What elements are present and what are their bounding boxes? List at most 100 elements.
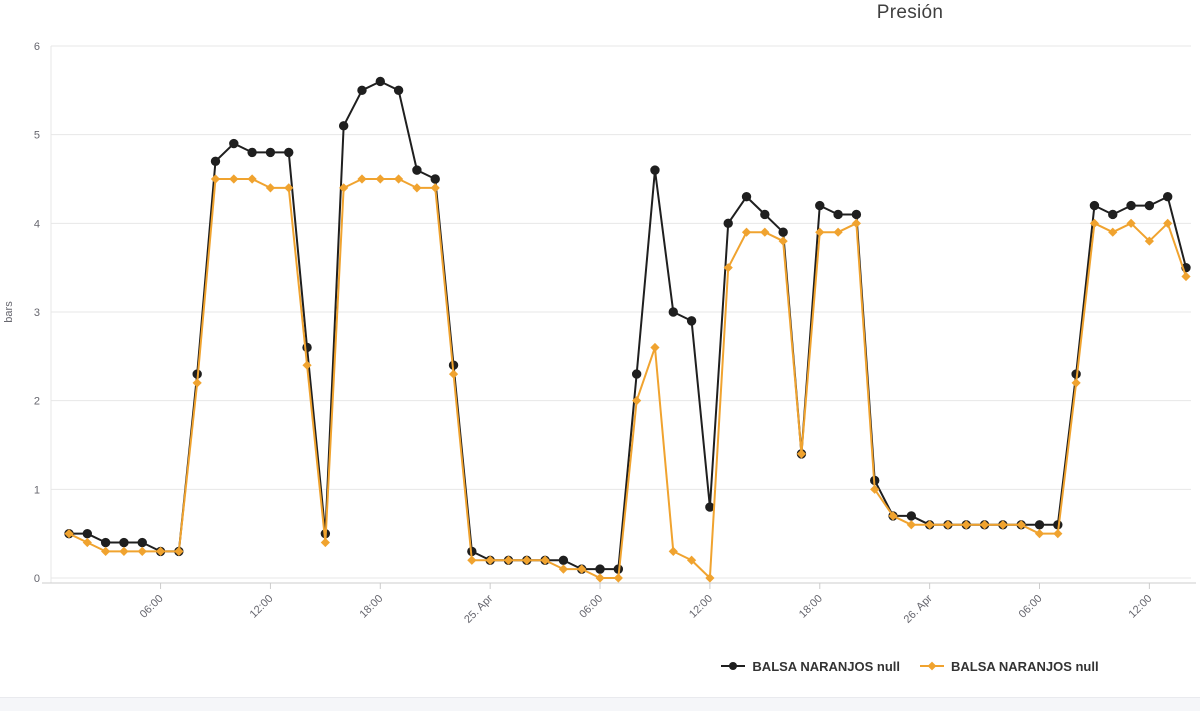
legend-label-series-1: BALSA NARANJOS null: [951, 658, 1099, 674]
y-axis-title: bars: [3, 301, 15, 323]
data-point: [906, 520, 916, 530]
data-point: [1162, 192, 1173, 202]
series-1-diamond-marker-icon: [920, 661, 944, 671]
data-point: [412, 183, 422, 193]
data-point: [375, 174, 385, 184]
series-0-circle-marker-icon: [721, 662, 746, 670]
data-point: [961, 520, 971, 530]
chart-canvas: 0 1 2 3 4 5 6 06:00 12:00 18:00 25. Apr 06:00 12:00 1…: [3, 41, 1196, 626]
legend-item-series-1[interactable]: BALSA NARANJOS null: [920, 659, 1099, 674]
data-point: [192, 378, 202, 388]
data-point: [375, 76, 385, 87]
data-point: [137, 546, 147, 556]
data-point: [705, 502, 715, 512]
legend-item-series-0[interactable]: BALSA NARANJOS null: [721, 659, 900, 674]
x-tick-label: 12:00: [248, 593, 276, 621]
x-tick-label: 18:00: [797, 593, 825, 621]
data-point: [650, 342, 660, 353]
data-point: [741, 227, 752, 237]
data-point: [595, 573, 605, 583]
data-point: [174, 546, 184, 556]
x-tick-label: 12:00: [687, 593, 715, 621]
data-point: [833, 227, 843, 237]
x-tick-label: 26. Apr: [902, 592, 935, 625]
data-point: [485, 555, 495, 565]
data-point: [796, 449, 807, 459]
data-point: [1181, 271, 1191, 282]
grid: 0 1 2 3 4 5 6: [34, 41, 1191, 585]
data-point: [82, 537, 92, 548]
data-point: [998, 520, 1008, 530]
data-point: [1108, 227, 1118, 237]
data-point: [247, 147, 257, 158]
data-point: [155, 546, 166, 556]
series-1: [64, 174, 1191, 583]
data-point: [1034, 520, 1045, 530]
data-point: [851, 209, 862, 220]
chart-title: Presión: [876, 2, 944, 23]
data-point: [558, 555, 569, 565]
footer-bar: [0, 697, 1200, 711]
data-point: [668, 307, 678, 317]
data-point: [906, 511, 917, 521]
data-point: [247, 174, 257, 184]
data-point: [64, 529, 74, 539]
data-point: [338, 121, 349, 131]
data-point: [1071, 378, 1081, 388]
data-point: [357, 174, 367, 184]
data-point: [943, 520, 953, 530]
data-point: [119, 537, 129, 548]
data-point: [229, 138, 239, 149]
data-point: [394, 174, 404, 184]
data-point: [503, 555, 514, 565]
legend-label-series-0: BALSA NARANJOS null: [752, 658, 900, 674]
data-point: [339, 183, 349, 193]
data-point: [210, 156, 221, 166]
data-point: [595, 564, 605, 574]
data-point: [284, 183, 294, 193]
data-point: [631, 369, 642, 379]
data-point: [320, 537, 330, 548]
data-point: [870, 484, 880, 494]
data-point: [1144, 200, 1155, 211]
x-axis: 06:00 12:00 18:00 25. Apr 06:00 12:00 18:00 26.…: [42, 582, 1196, 626]
x-tick-label: 12:00: [1127, 593, 1155, 621]
data-point: [741, 192, 752, 202]
data-point: [119, 546, 129, 556]
data-point: [100, 537, 111, 548]
data-point: [778, 227, 788, 237]
data-point: [467, 555, 477, 565]
data-point: [760, 209, 770, 220]
data-point: [265, 183, 276, 193]
data-point: [210, 174, 221, 184]
data-point: [925, 520, 935, 530]
data-point: [760, 227, 770, 237]
data-point: [851, 218, 861, 228]
data-point: [430, 174, 440, 184]
data-point: [686, 316, 697, 326]
data-point: [1108, 209, 1118, 220]
data-point: [1016, 520, 1026, 530]
data-point: [833, 209, 843, 220]
data-point: [650, 165, 660, 175]
x-tick-label: 18:00: [357, 593, 385, 621]
data-point: [723, 218, 733, 229]
data-point: [229, 174, 239, 184]
data-point: [815, 200, 825, 211]
data-point: [137, 537, 147, 548]
y-tick-label: 0: [34, 573, 40, 585]
data-point: [302, 360, 312, 370]
y-tick-label: 6: [34, 41, 40, 53]
data-point: [412, 165, 422, 175]
data-point: [558, 564, 569, 574]
data-point: [613, 573, 623, 583]
data-point: [815, 227, 825, 237]
data-point: [668, 546, 678, 556]
data-point: [979, 520, 990, 530]
data-point: [778, 236, 788, 246]
y-tick-label: 4: [34, 218, 40, 230]
data-point: [540, 555, 550, 565]
data-point: [82, 528, 93, 539]
data-point: [632, 396, 642, 406]
